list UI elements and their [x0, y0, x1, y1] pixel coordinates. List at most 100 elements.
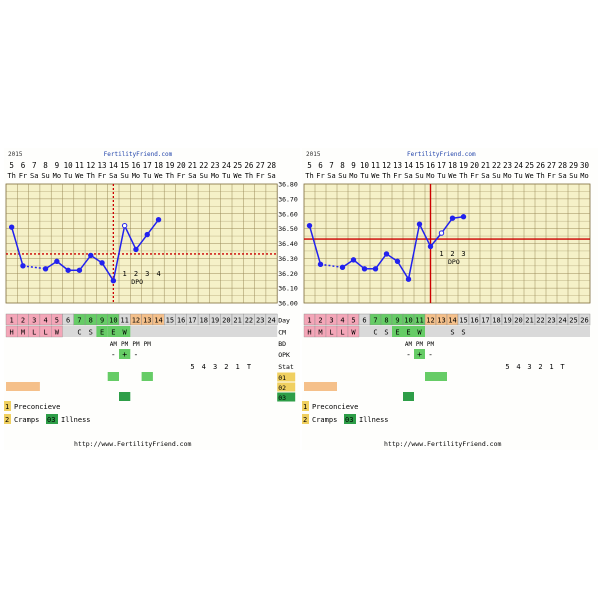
cm-fertile-cell	[107, 326, 119, 337]
day-cell	[578, 313, 591, 326]
year-label: 2015	[8, 151, 23, 158]
day-number: 9	[395, 317, 399, 325]
weekday-label: Sa	[327, 172, 335, 180]
weekday-label: Tu	[437, 172, 445, 180]
temp-segment	[123, 225, 137, 250]
temp-point	[88, 252, 94, 259]
menses-code: L	[340, 329, 344, 337]
menses-code: H	[307, 329, 311, 337]
date-number: 15	[415, 161, 424, 170]
date-number: 12	[382, 161, 391, 170]
date-number: 27	[256, 161, 265, 170]
temp-segment	[146, 219, 160, 236]
year-label: 2015	[306, 151, 321, 158]
row-label: CM	[278, 329, 286, 337]
day-number: 14	[154, 317, 162, 325]
dpo-number: 1	[123, 270, 127, 278]
menses-code: W	[351, 329, 356, 337]
temp-point	[133, 246, 139, 253]
weekday-label: Fr	[256, 172, 264, 180]
row-label-bg	[277, 392, 296, 402]
opk-result: +	[417, 350, 422, 359]
opk-result: -	[134, 350, 139, 359]
bd-code: PM	[121, 341, 129, 348]
countdown-number: 1	[549, 363, 553, 371]
temp-point	[144, 231, 150, 238]
day-number: 2	[21, 317, 25, 325]
day-cell	[265, 313, 278, 326]
weekday-label: Fr	[177, 172, 185, 180]
date-number: 5	[9, 161, 14, 170]
day-number: 13	[143, 317, 151, 325]
day-number: 17	[188, 317, 196, 325]
legend-2-label: Cramps	[312, 416, 337, 424]
temp-tick-label: 36.10	[278, 285, 298, 293]
day-number: 24	[558, 317, 566, 325]
date-number: 6	[21, 161, 26, 170]
date-number: 15	[120, 161, 129, 170]
date-number: 14	[109, 161, 119, 170]
temp-segment	[374, 253, 388, 270]
day-number: 19	[503, 317, 511, 325]
day-number: 1	[307, 317, 311, 325]
date-number: 17	[437, 161, 446, 170]
dpo-number: 1	[439, 250, 443, 258]
weekday-label: Th	[87, 172, 95, 180]
day-number: 12	[426, 317, 434, 325]
countdown-number: 4	[202, 363, 206, 371]
day-number: 21	[525, 317, 533, 325]
date-number: 22	[492, 161, 501, 170]
temp-point	[54, 258, 60, 265]
row-label: 03	[278, 394, 286, 402]
bd-code: PM	[427, 341, 435, 348]
custom-03-cell	[119, 392, 131, 401]
legend-2-swatch	[302, 414, 309, 424]
day-number: 18	[200, 317, 208, 325]
temp-segment	[78, 254, 92, 271]
day-number: 17	[481, 317, 489, 325]
menses-code: M	[318, 329, 322, 337]
temp-segment	[308, 225, 322, 265]
temp-tick-label: 36.80	[278, 181, 298, 189]
date-number: 28	[558, 161, 568, 170]
temp-point	[65, 267, 71, 273]
date-number: 18	[154, 161, 164, 170]
menses-code: H	[10, 329, 14, 337]
custom-02-cell	[304, 382, 337, 391]
temp-point	[416, 221, 423, 227]
temp-segment	[135, 234, 148, 250]
day-number: 2	[318, 317, 322, 325]
temp-point	[110, 277, 117, 284]
temp-point	[449, 215, 456, 221]
day-number: 6	[362, 317, 366, 325]
temp-point	[155, 217, 162, 223]
legend-1-number: 1	[303, 403, 307, 411]
temp-segment	[10, 226, 24, 267]
temp-point	[394, 258, 401, 265]
weekday-label: We	[75, 172, 83, 180]
cm-code: E	[406, 329, 410, 337]
bd-code: PM	[132, 341, 140, 348]
legend-1-swatch	[4, 401, 11, 411]
date-number: 8	[43, 161, 48, 170]
temp-segment	[418, 223, 432, 247]
weekday-label: Sa	[188, 172, 196, 180]
date-number: 5	[307, 161, 312, 170]
day-number: 21	[233, 317, 241, 325]
menses-code: M	[21, 329, 25, 337]
weekday-label: Fr	[316, 172, 324, 180]
legend-2-swatch	[4, 414, 11, 424]
day-number: 18	[492, 317, 500, 325]
day-number: 16	[470, 317, 478, 325]
day-number: 22	[245, 317, 253, 325]
weekday-label: Fr	[98, 172, 106, 180]
legend-3-swatch	[46, 414, 58, 424]
day-number: 11	[415, 317, 423, 325]
weekday-label: Su	[120, 172, 128, 180]
legend-2-number: 2	[303, 416, 307, 424]
custom-03-cell	[403, 392, 414, 401]
cm-fertile-cell	[392, 326, 403, 337]
custom-02-cell	[6, 382, 40, 391]
day-number: 10	[109, 317, 117, 325]
temp-point	[20, 263, 26, 269]
